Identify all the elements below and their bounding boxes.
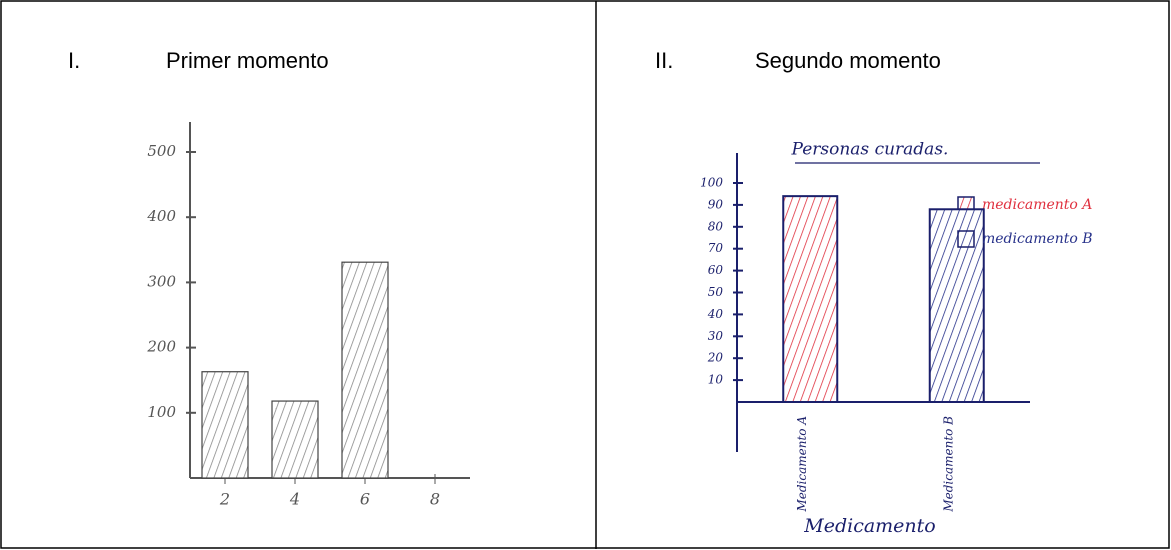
legend-label: medicamento A bbox=[982, 197, 1092, 213]
x-tick-label: 2 bbox=[219, 490, 230, 509]
bar bbox=[202, 372, 248, 478]
y-tick-label: 500 bbox=[147, 142, 176, 160]
cell-number: II. bbox=[655, 48, 673, 73]
y-tick-label: 30 bbox=[708, 329, 724, 343]
x-tick-label: 4 bbox=[289, 490, 300, 509]
y-tick-label: 10 bbox=[708, 373, 724, 387]
cell-title: Primer momento bbox=[166, 48, 329, 73]
page: I. Primer momento II. Segundo momento 10… bbox=[0, 0, 1171, 550]
x-tick-label: Medicamento B bbox=[941, 416, 955, 513]
bar bbox=[272, 401, 318, 478]
legend-label: medicamento B bbox=[982, 231, 1093, 247]
y-tick-label: 40 bbox=[707, 307, 724, 321]
x-axis-title: Medicamento bbox=[803, 515, 935, 537]
y-tick-label: 200 bbox=[146, 338, 176, 356]
x-tick-label: 6 bbox=[360, 490, 370, 509]
y-tick-label: 80 bbox=[708, 219, 724, 233]
legend-swatch bbox=[958, 231, 974, 247]
bar bbox=[783, 196, 837, 402]
y-tick-label: 20 bbox=[707, 351, 724, 365]
x-tick-label: Medicamento A bbox=[795, 416, 809, 513]
y-tick-label: 300 bbox=[147, 272, 176, 290]
y-tick-label: 100 bbox=[147, 403, 176, 421]
table-border bbox=[1, 1, 1169, 548]
x-tick-label: 8 bbox=[430, 490, 440, 509]
cell-number: I. bbox=[68, 48, 80, 73]
cell-title: Segundo momento bbox=[755, 48, 941, 73]
bar bbox=[342, 262, 388, 478]
y-tick-label: 400 bbox=[146, 207, 176, 225]
y-tick-label: 70 bbox=[708, 241, 724, 255]
y-tick-label: 90 bbox=[708, 197, 724, 211]
y-tick-label: 60 bbox=[708, 263, 724, 277]
y-tick-label: 100 bbox=[700, 176, 723, 190]
chart-title: Personas curadas. bbox=[791, 140, 949, 160]
y-tick-label: 50 bbox=[708, 285, 724, 299]
bar bbox=[930, 209, 984, 402]
